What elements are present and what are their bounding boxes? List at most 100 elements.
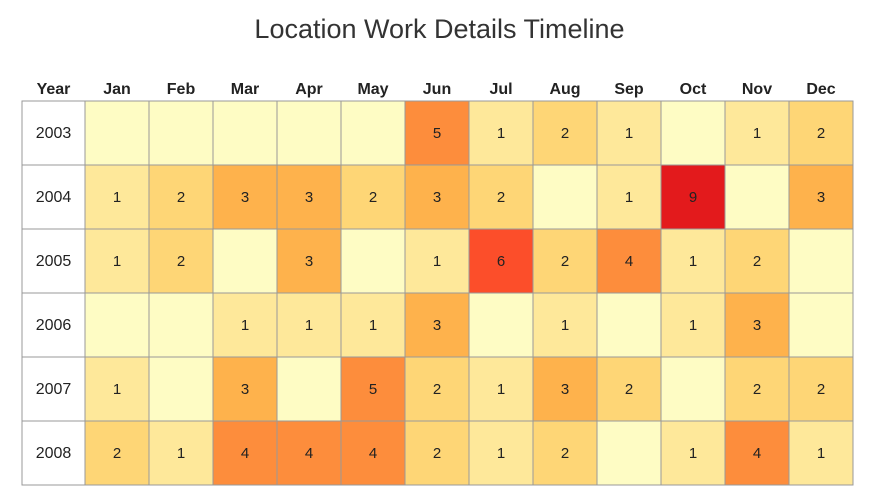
heatmap-cell-2006-nov [724, 292, 790, 358]
heatmap-cell-2006-feb [148, 292, 214, 358]
month-label-oct: Oct [680, 81, 707, 98]
heatmap-cell-2004-oct [660, 164, 726, 230]
heatmap-cell-2005-feb [148, 228, 214, 294]
cell-value-label: 4 [625, 253, 633, 270]
cell-value-label: 4 [241, 445, 249, 462]
heatmap-cell-2003-dec [788, 100, 854, 166]
cell-value-label: 2 [561, 445, 569, 462]
cell-value-label: 3 [305, 253, 313, 270]
year-label-2003: 2003 [36, 125, 72, 142]
month-label-jul: Jul [489, 81, 512, 98]
heatmap-cell-2003-mar [212, 100, 278, 166]
heatmap-cell-2007-may [340, 356, 406, 422]
chart-title: Location Work Details Timeline [254, 14, 625, 44]
cell-value-label: 2 [561, 125, 569, 142]
heatmap-cell-2005-dec [788, 228, 854, 294]
cell-value-label: 1 [433, 253, 441, 270]
row-header-label: Year [37, 81, 71, 98]
year-label-2008: 2008 [36, 445, 72, 462]
cell-value-label: 4 [305, 445, 313, 462]
heatmap-cell-2003-aug [532, 100, 598, 166]
heatmap-cell-2003-jul [468, 100, 534, 166]
year-label-box [21, 228, 86, 294]
cell-value-label: 2 [113, 445, 121, 462]
cell-value-label: 6 [497, 253, 505, 270]
cell-value-label: 1 [369, 317, 377, 334]
cell-value-label: 1 [561, 317, 569, 334]
heatmap-cell-2003-jun [404, 100, 470, 166]
cell-value-label: 9 [689, 189, 697, 206]
cell-value-label: 5 [369, 381, 377, 398]
month-label-jun: Jun [423, 81, 451, 98]
cell-value-label: 3 [433, 189, 441, 206]
cell-value-label: 1 [177, 445, 185, 462]
cell-value-label: 4 [753, 445, 761, 462]
heatmap-cell-2007-oct [660, 356, 726, 422]
heatmap-cell-2007-sep [596, 356, 662, 422]
year-label-2007: 2007 [36, 381, 72, 398]
heatmap-cell-2003-feb [148, 100, 214, 166]
year-label-2006: 2006 [36, 317, 72, 334]
cell-value-label: 2 [625, 381, 633, 398]
heatmap-cell-2005-apr [276, 228, 342, 294]
heatmap-cell-2008-nov [724, 420, 790, 486]
heatmap-cell-2006-dec [788, 292, 854, 358]
cell-value-label: 2 [433, 445, 441, 462]
heatmap-cell-2008-dec [788, 420, 854, 486]
month-label-apr: Apr [295, 81, 323, 98]
heatmap-cell-2008-jul [468, 420, 534, 486]
month-label-jan: Jan [103, 81, 131, 98]
heatmap-cell-2006-sep [596, 292, 662, 358]
heatmap-cell-2004-feb [148, 164, 214, 230]
heatmap-cell-2008-sep [596, 420, 662, 486]
heatmap-cell-2003-sep [596, 100, 662, 166]
heatmap-cell-2004-sep [596, 164, 662, 230]
heatmap-cell-2005-jun [404, 228, 470, 294]
heatmap-cell-2006-aug [532, 292, 598, 358]
cell-value-label: 4 [369, 445, 377, 462]
heatmap-cell-2004-aug [532, 164, 598, 230]
month-label-feb: Feb [167, 81, 196, 98]
cell-value-label: 1 [625, 125, 633, 142]
year-label-2005: 2005 [36, 253, 72, 270]
cell-value-label: 5 [433, 125, 441, 142]
heatmap-cell-2003-apr [276, 100, 342, 166]
cell-value-label: 1 [497, 125, 505, 142]
month-label-mar: Mar [231, 81, 259, 98]
cell-value-label: 3 [241, 189, 249, 206]
heatmap-cell-2005-mar [212, 228, 278, 294]
heatmap-cell-2008-oct [660, 420, 726, 486]
cell-value-label: 1 [241, 317, 249, 334]
cell-value-label: 2 [497, 189, 505, 206]
heatmap-cell-2004-jul [468, 164, 534, 230]
cell-value-label: 2 [753, 253, 761, 270]
year-label-box [21, 164, 86, 230]
cell-value-label: 2 [753, 381, 761, 398]
heatmap-cell-2003-oct [660, 100, 726, 166]
cell-value-label: 3 [241, 381, 249, 398]
month-label-aug: Aug [549, 81, 580, 98]
month-label-may: May [357, 81, 388, 98]
cell-value-label: 1 [689, 253, 697, 270]
year-label-box [21, 100, 86, 166]
month-label-sep: Sep [614, 81, 644, 98]
heatmap-cell-2008-feb [148, 420, 214, 486]
heatmap-cell-2007-apr [276, 356, 342, 422]
heatmap-cell-2008-jun [404, 420, 470, 486]
year-label-box [21, 420, 86, 486]
cell-value-label: 1 [497, 445, 505, 462]
heatmap-cells: 5 1 2 1 1 2 1 2 3 3 2 3 2 1 9 3 1 2 3 1 6 2 4 1 2 1 1 1 3 1 1 3 1 3 5 2 1 3 2 2… [84, 100, 854, 486]
heatmap-cell-2007-dec [788, 356, 854, 422]
cell-value-label: 1 [305, 317, 313, 334]
month-label-dec: Dec [806, 81, 835, 98]
cell-value-label: 2 [817, 125, 825, 142]
month-label-nov: Nov [742, 81, 772, 98]
heatmap-cell-2008-may [340, 420, 406, 486]
cell-value-label: 1 [497, 381, 505, 398]
heatmap-cell-2008-mar [212, 420, 278, 486]
cell-value-label: 2 [817, 381, 825, 398]
cell-value-label: 3 [305, 189, 313, 206]
cell-value-label: 1 [113, 381, 121, 398]
heatmap-cell-2004-nov [724, 164, 790, 230]
